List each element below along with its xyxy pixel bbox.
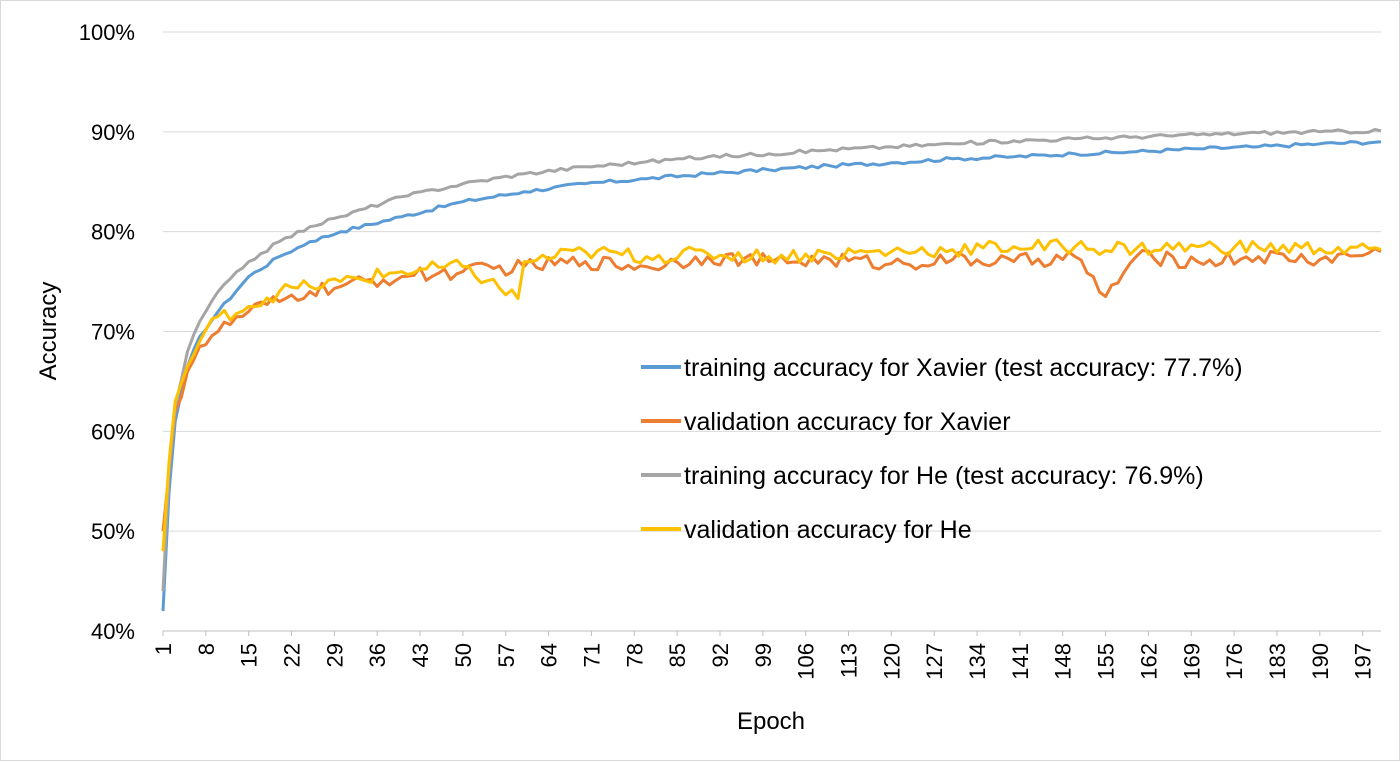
x-tick-label: 43 bbox=[408, 643, 433, 667]
legend-label: validation accuracy for Xavier bbox=[684, 408, 1011, 436]
series-line-4 bbox=[161, 238, 1382, 552]
x-tick-label: 176 bbox=[1222, 643, 1247, 680]
x-tick-label: 141 bbox=[1008, 643, 1033, 680]
y-tick-label: 70% bbox=[91, 320, 135, 345]
x-tick-label: 1 bbox=[151, 643, 176, 655]
x-tick-label: 134 bbox=[965, 643, 990, 680]
x-tick-label: 155 bbox=[1094, 643, 1119, 680]
x-tick-label: 15 bbox=[237, 643, 262, 667]
y-tick-label: 40% bbox=[91, 619, 135, 644]
x-tick-label: 99 bbox=[751, 643, 776, 667]
x-tick-label: 183 bbox=[1265, 643, 1290, 680]
x-tick-label: 57 bbox=[494, 643, 519, 667]
x-tick-label: 169 bbox=[1179, 643, 1204, 680]
legend-label: training accuracy for Xavier (test accur… bbox=[684, 354, 1243, 382]
y-tick-label: 60% bbox=[91, 419, 135, 444]
y-tick-label: 50% bbox=[91, 519, 135, 544]
series-lines bbox=[161, 128, 1382, 612]
x-tick-label: 85 bbox=[665, 643, 690, 667]
series-line-3 bbox=[161, 128, 1382, 592]
gridlines bbox=[162, 31, 1381, 636]
x-tick-label: 22 bbox=[280, 643, 305, 667]
y-tick-label: 100% bbox=[79, 20, 135, 45]
x-tick-label: 127 bbox=[922, 643, 947, 680]
x-tick-label: 120 bbox=[879, 643, 904, 680]
legend: training accuracy for Xavier (test accur… bbox=[641, 354, 1243, 544]
x-tick-label: 71 bbox=[579, 643, 604, 667]
x-tick-label: 64 bbox=[537, 643, 562, 667]
x-tick-label: 92 bbox=[708, 643, 733, 667]
legend-label: training accuracy for He (test accuracy:… bbox=[684, 462, 1204, 490]
x-tick-label: 162 bbox=[1136, 643, 1161, 680]
y-tick-label: 80% bbox=[91, 220, 135, 245]
x-tick-label: 8 bbox=[194, 643, 219, 655]
x-tick-label: 29 bbox=[322, 643, 347, 667]
x-tick-label: 50 bbox=[451, 643, 476, 667]
y-tick-label: 90% bbox=[91, 120, 135, 145]
x-tick-label: 197 bbox=[1351, 643, 1376, 680]
x-axis-title: Epoch bbox=[737, 708, 805, 735]
x-tick-label: 148 bbox=[1051, 643, 1076, 680]
x-tick-label: 78 bbox=[622, 643, 647, 667]
x-tick-label: 113 bbox=[837, 643, 862, 678]
x-tick-labels: 1 8 15 22 29 36 43 50 57 64 71 78 85 92 99 106 113 120 127… bbox=[151, 643, 1376, 680]
x-tick-label: 190 bbox=[1308, 643, 1333, 680]
series-line-1 bbox=[161, 140, 1382, 612]
y-tick-labels: 40% 50% 60% 70% 80% 90% 100% bbox=[79, 20, 135, 644]
legend-label: validation accuracy for He bbox=[684, 516, 972, 544]
x-tick-label: 36 bbox=[365, 643, 390, 667]
y-axis-title: Accuracy bbox=[35, 282, 62, 381]
x-tick-label: 106 bbox=[794, 643, 819, 680]
